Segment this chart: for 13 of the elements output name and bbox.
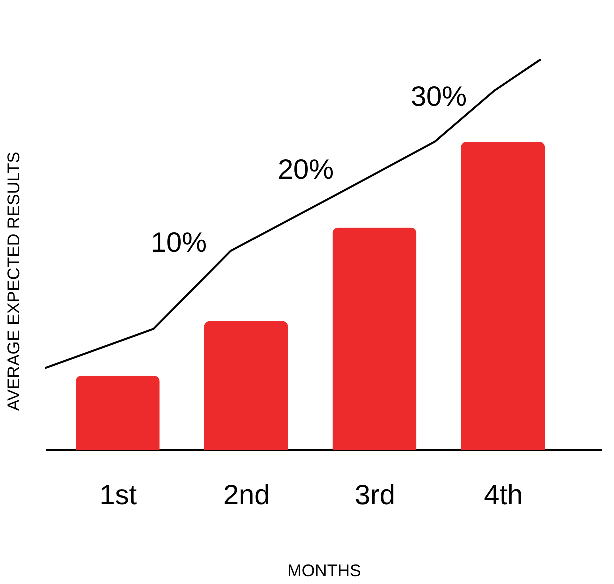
bar — [76, 376, 160, 450]
annotation: 30% — [410, 81, 468, 112]
x-tick-label: 2nd — [223, 480, 270, 510]
bar — [461, 142, 546, 450]
bar — [204, 321, 288, 450]
annotation: 10% — [150, 227, 208, 258]
x-tick-label: 1st — [100, 480, 138, 510]
bar — [332, 228, 417, 450]
x-tick-label: 3rd — [354, 480, 396, 510]
y-axis-title: AVERAGE EXPECTED RESULTS — [4, 152, 24, 412]
x-axis-title: MONTHS — [288, 562, 362, 580]
x-tick-label: 4th — [484, 480, 524, 510]
annotation: 20% — [278, 154, 334, 185]
